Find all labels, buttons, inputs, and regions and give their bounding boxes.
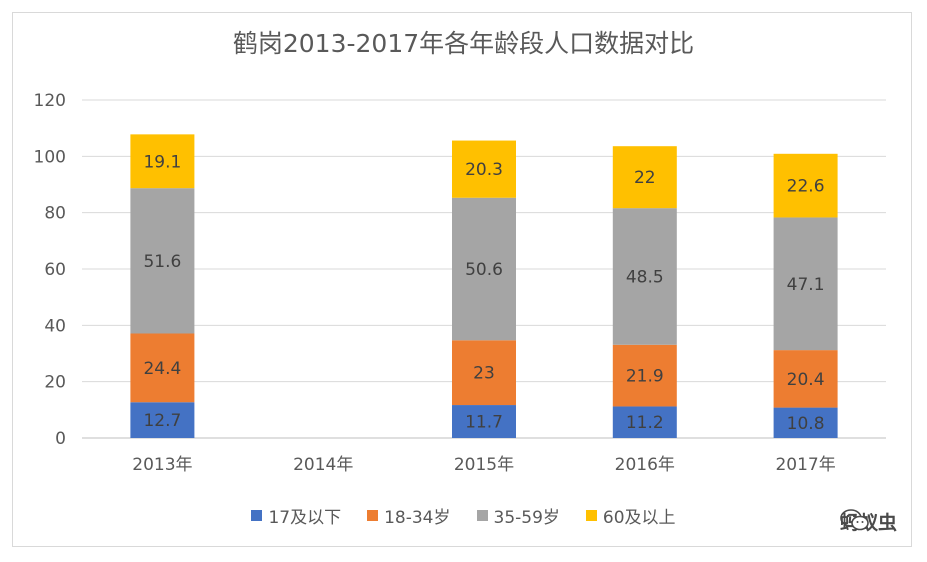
data-label: 21.9	[626, 367, 664, 387]
data-label: 50.6	[465, 260, 503, 280]
bar-segment	[773, 153, 838, 218]
y-tick-label: 80	[44, 204, 66, 224]
legend-label: 18-34岁	[384, 508, 451, 528]
legend-item: 60及以上	[585, 503, 676, 528]
legend-swatch	[585, 510, 597, 521]
data-label: 20.4	[787, 370, 825, 390]
legend-label: 35-59岁	[493, 508, 560, 528]
data-label: 22	[634, 168, 656, 188]
bar-segment	[130, 188, 195, 334]
legend-label: 60及以上	[602, 508, 676, 528]
watermark: 蚂蚁虫	[840, 508, 897, 535]
data-label: 47.1	[787, 275, 825, 295]
data-label: 11.2	[626, 413, 664, 433]
y-tick-label: 60	[44, 260, 66, 280]
data-label: 51.6	[143, 252, 181, 272]
bar-segment	[773, 350, 838, 408]
legend-swatch	[476, 510, 488, 521]
data-label: 19.1	[143, 152, 181, 172]
y-tick-label: 20	[44, 373, 66, 393]
bar-segment	[612, 344, 677, 407]
legend-swatch	[251, 510, 263, 521]
x-tick-label: 2015年	[454, 455, 514, 475]
data-label: 12.7	[143, 411, 181, 431]
bar-segment	[773, 407, 838, 438]
bar-segment	[612, 406, 677, 438]
chart-title: 鹤岗2013-2017年各年龄段人口数据对比	[232, 29, 695, 58]
bar-segment	[452, 405, 516, 438]
x-tick-label: 2016年	[615, 455, 675, 475]
chart-legend: 17及以下 18-34岁 35-59岁 60及以上	[0, 503, 927, 528]
y-tick-label: 120	[34, 91, 66, 111]
data-label: 20.3	[465, 160, 503, 180]
data-label: 11.7	[465, 413, 503, 433]
y-tick-label: 100	[34, 147, 66, 167]
y-tick-label: 0	[55, 429, 66, 449]
legend-item: 17及以下	[251, 503, 341, 528]
x-tick-label: 2013年	[132, 455, 192, 475]
bar-segment	[773, 217, 838, 351]
legend-item: 35-59岁	[476, 503, 560, 528]
bar-segment	[612, 146, 677, 209]
bar-segment	[130, 333, 195, 403]
bar-segment	[130, 402, 195, 438]
legend-label: 17及以下	[268, 508, 342, 528]
data-label: 23	[473, 364, 495, 384]
legend-item: 18-34岁	[367, 503, 451, 528]
x-tick-label: 2014年	[293, 455, 353, 475]
bar-segment	[452, 340, 516, 406]
y-tick-label: 40	[44, 316, 66, 336]
bar-segment	[612, 208, 677, 345]
legend-swatch	[367, 510, 379, 521]
bar-segment	[130, 134, 195, 189]
wechat-icon	[840, 509, 869, 531]
data-label: 24.4	[143, 359, 181, 379]
x-tick-label: 2017年	[775, 455, 835, 475]
bar-segment	[452, 140, 516, 198]
data-label: 48.5	[626, 267, 664, 287]
data-label: 22.6	[787, 177, 825, 197]
data-label: 10.8	[787, 414, 825, 434]
bar-segment	[452, 197, 516, 341]
